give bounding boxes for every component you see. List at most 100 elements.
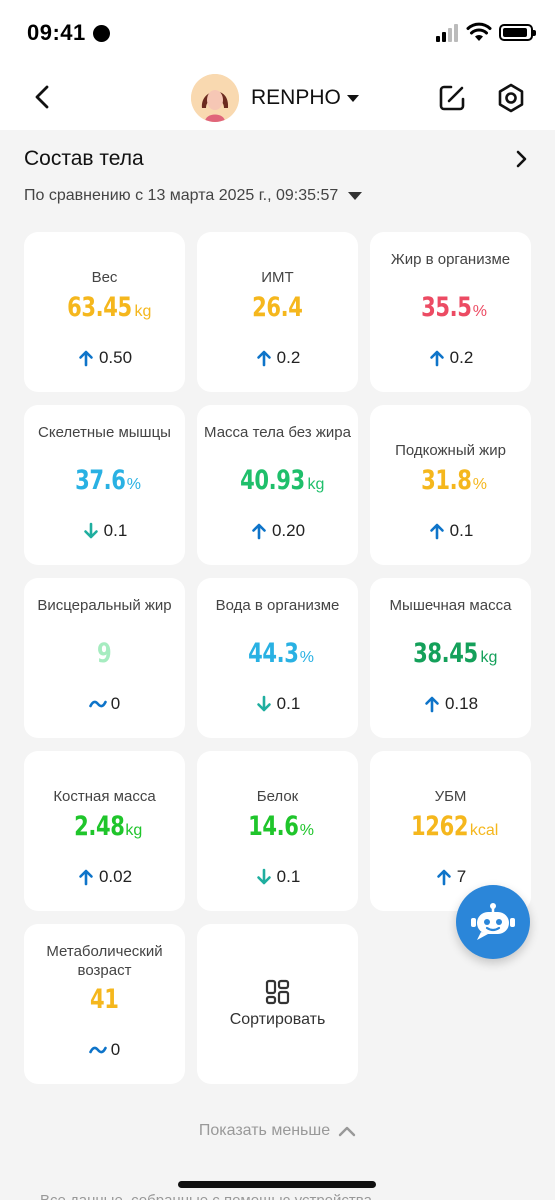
- metric-value: 37.6%: [24, 465, 185, 496]
- metric-value: 14.6%: [197, 811, 358, 842]
- metric-value: 44.3%: [197, 638, 358, 669]
- sort-grid-icon: [265, 979, 290, 1005]
- metric-unit: %: [472, 476, 487, 493]
- sort-button-label: Сортировать: [229, 1011, 326, 1028]
- metric-number: 14.6: [248, 811, 299, 842]
- show-less-button[interactable]: Показать меньше: [0, 1122, 555, 1140]
- metric-change-value: 0.50: [98, 348, 133, 367]
- metric-card[interactable]: Жир в организме 35.5% 0.2: [370, 232, 531, 392]
- metric-change: 0: [24, 694, 185, 714]
- metric-card[interactable]: ИМТ 26.4 0.2: [197, 232, 358, 392]
- metric-card[interactable]: Вес 63.45 kg 0.50: [24, 232, 185, 392]
- sort-button[interactable]: Сортировать: [197, 924, 358, 1084]
- arrow-up-icon: [252, 523, 266, 540]
- metric-change-value: 7: [456, 867, 467, 886]
- chevron-down-icon: [346, 94, 359, 102]
- metric-card[interactable]: Подкожный жир 31.8% 0.1: [370, 405, 531, 565]
- metric-unit: kg: [125, 822, 143, 839]
- metric-change-value: 0.18: [444, 694, 479, 713]
- trend-flat-icon: [88, 700, 107, 708]
- metric-number: 41: [90, 984, 119, 1015]
- home-indicator: [178, 1181, 376, 1188]
- wifi-icon: [466, 22, 492, 41]
- metric-change: 0.2: [370, 348, 531, 368]
- settings-gear-button[interactable]: [495, 82, 527, 114]
- metric-change: 0.02: [24, 867, 185, 887]
- metric-change: 0.1: [24, 521, 185, 541]
- metric-label: УБМ: [434, 788, 467, 805]
- metric-label: Мышечная масса: [389, 597, 512, 614]
- metric-number: 37.6: [75, 465, 126, 496]
- metric-change: 0.1: [370, 521, 531, 541]
- arrow-up-icon: [425, 696, 439, 713]
- metric-card[interactable]: Вода в организме 44.3% 0.1: [197, 578, 358, 738]
- metric-label: Жир в организме: [390, 251, 511, 268]
- arrow-up-icon: [436, 869, 451, 886]
- metric-label: Костная масса: [53, 788, 156, 805]
- metric-change-value: 0.1: [449, 521, 474, 540]
- metric-change-value: 0.1: [103, 521, 128, 540]
- show-less-label: Показать меньше: [198, 1122, 331, 1139]
- metric-change-value: 0: [110, 694, 121, 713]
- metric-card[interactable]: Висцеральный жир 9 0: [24, 578, 185, 738]
- metric-card[interactable]: Метаболический возраст 41 0: [24, 924, 185, 1084]
- metric-unit: %: [299, 649, 314, 666]
- top-navigation: RENPHO: [0, 70, 555, 126]
- metric-value: 2.48kg: [24, 811, 185, 842]
- metric-number: 40.93: [239, 465, 305, 496]
- metric-unit: kg: [134, 303, 152, 320]
- comparison-selector[interactable]: По сравнению с 13 марта 2025 г., 09:35:5…: [24, 187, 363, 205]
- metric-value: 38.45 kg: [370, 638, 531, 669]
- footnote-text: Все данные, собранные с помощью устройст…: [40, 1192, 372, 1200]
- chevron-down-icon: [348, 192, 363, 200]
- metric-label: Вода в организме: [215, 597, 340, 614]
- metric-label: Подкожный жир: [395, 442, 506, 459]
- metric-unit: %: [299, 822, 314, 839]
- metric-change-value: 0.2: [449, 348, 474, 367]
- back-button[interactable]: [28, 82, 58, 112]
- metric-change-value: 0.20: [271, 521, 306, 540]
- metric-card[interactable]: Скелетные мышцы 37.6% 0.1: [24, 405, 185, 565]
- metric-number: 44.3: [248, 638, 299, 669]
- trend-flat-icon: [88, 1046, 107, 1054]
- section-title: Состав тела: [24, 147, 144, 170]
- metric-number: 38.45: [412, 638, 478, 669]
- metric-value: 26.4: [197, 292, 358, 323]
- metric-label: Метаболический возраст: [46, 943, 163, 979]
- metric-value: 40.93 kg: [197, 465, 358, 496]
- metric-card[interactable]: Костная масса 2.48kg 0.02: [24, 751, 185, 911]
- metric-unit: kcal: [469, 822, 499, 839]
- metric-number: 63.45: [66, 292, 132, 323]
- metric-unit: kg: [307, 476, 325, 493]
- metric-number: 9: [97, 638, 112, 669]
- metric-card[interactable]: Масса тела без жира 40.93 kg 0.20: [197, 405, 358, 565]
- metric-card[interactable]: Мышечная масса 38.45 kg 0.18: [370, 578, 531, 738]
- metric-change: 0: [24, 1040, 185, 1060]
- metric-card[interactable]: УБМ 1262 kcal 7: [370, 751, 531, 911]
- metric-unit: %: [126, 476, 141, 493]
- comparison-date: По сравнению с 13 марта 2025 г., 09:35:5…: [24, 187, 339, 204]
- metric-number: 35.5: [421, 292, 472, 323]
- metric-label: ИМТ: [261, 269, 294, 286]
- status-bar: 09:41: [0, 0, 555, 64]
- metric-number: 31.8: [421, 465, 472, 496]
- metric-number: 26.4: [252, 292, 303, 323]
- assistant-bot-button[interactable]: [456, 885, 530, 959]
- metric-label: Белок: [256, 788, 299, 805]
- metric-change: 0.1: [197, 694, 358, 714]
- chevron-right-icon[interactable]: [513, 150, 531, 168]
- profile-name: RENPHO: [251, 86, 341, 109]
- edit-button[interactable]: [436, 82, 468, 114]
- metric-label: Скелетные мышцы: [38, 424, 171, 441]
- profile-switcher[interactable]: RENPHO: [191, 72, 359, 124]
- arrow-up-icon: [79, 350, 93, 367]
- avatar-illustration-icon: [191, 74, 239, 122]
- metric-unit: kg: [480, 649, 498, 666]
- arrow-up-icon: [79, 869, 93, 886]
- battery-icon: [499, 24, 536, 41]
- arrow-up-icon: [429, 523, 444, 540]
- metric-unit: %: [472, 303, 487, 320]
- metric-change: 7: [370, 867, 531, 887]
- metric-card[interactable]: Белок 14.6% 0.1: [197, 751, 358, 911]
- metric-value: 41: [24, 984, 185, 1015]
